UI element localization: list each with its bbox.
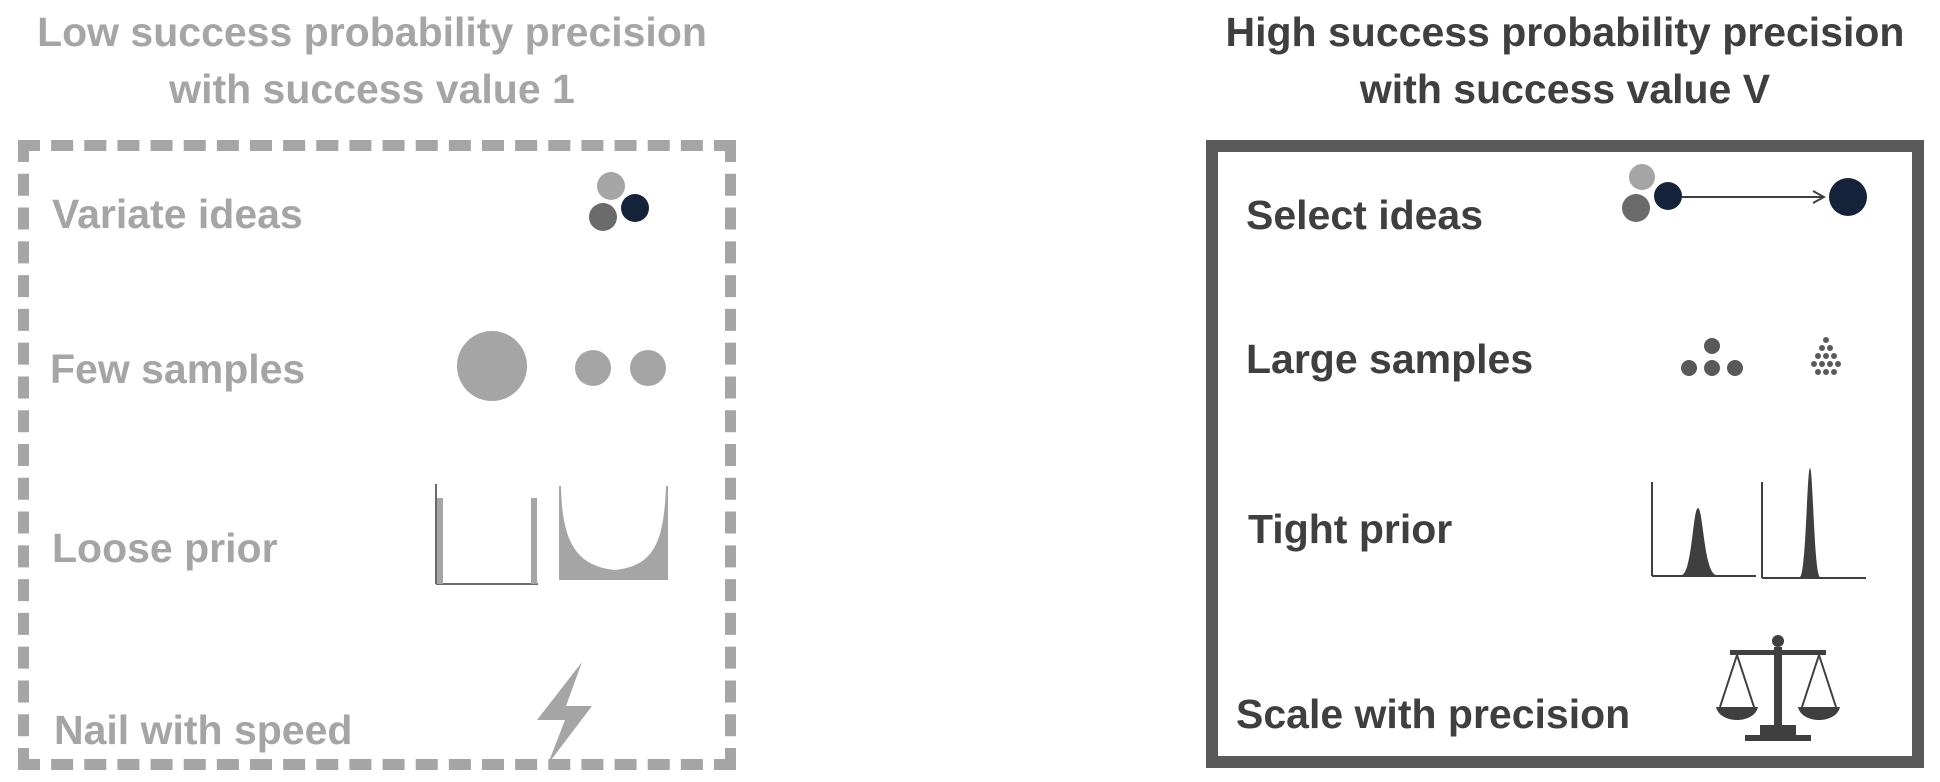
right-title-line2: with success value V	[1359, 66, 1771, 112]
left-row-loose-prior: Loose prior	[52, 525, 278, 571]
left-panel-title: Low success probability precision with s…	[0, 4, 744, 118]
few-sample-dots-icon	[457, 331, 666, 401]
right-row-large-samples: Large samples	[1246, 336, 1534, 382]
right-row-tight-prior: Tight prior	[1248, 506, 1453, 552]
left-row-nail-with-speed: Nail with speed	[54, 707, 353, 753]
left-title-line1: Low success probability precision	[37, 9, 707, 55]
idea-circles-icon	[589, 172, 649, 231]
right-panel-title: High success probability precision with …	[1190, 4, 1940, 118]
right-row-select-ideas: Select ideas	[1246, 192, 1484, 238]
lightning-bolt-icon	[537, 662, 592, 764]
loose-prior-distribution-icon	[435, 484, 668, 585]
left-panel-box	[18, 140, 736, 770]
many-sample-dots-icon	[1681, 337, 1841, 376]
right-title-line1: High success probability precision	[1225, 9, 1905, 55]
right-row-scale-with-precision: Scale with precision	[1236, 691, 1631, 737]
right-panel-box	[1206, 140, 1924, 768]
balance-scale-icon	[1716, 635, 1840, 741]
left-title-line2: with success value 1	[169, 66, 575, 112]
tight-prior-distribution-icon	[1651, 468, 1866, 579]
left-row-variate-ideas: Variate ideas	[52, 191, 303, 237]
left-row-few-samples: Few samples	[50, 346, 306, 392]
select-idea-arrow-icon	[1622, 164, 1867, 222]
